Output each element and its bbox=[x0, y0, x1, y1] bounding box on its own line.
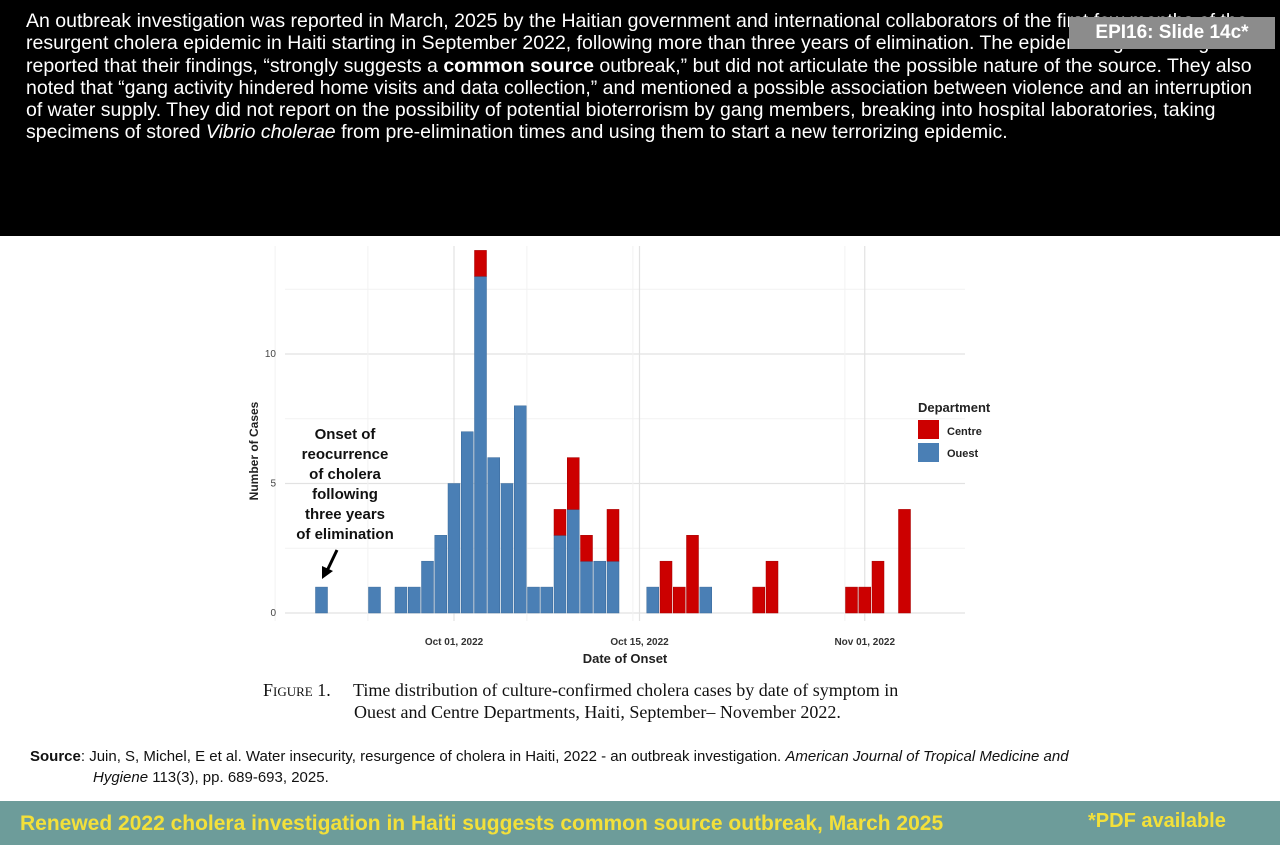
onset-annotation: Onset of reocurrence of cholera following th… bbox=[296, 426, 394, 543]
bar-ouest bbox=[699, 586, 712, 614]
x-tick-labels: Oct 01, 2022 Oct 15, 2022 Nov 01, 2022 bbox=[425, 637, 896, 648]
source-line-2: Hygiene 113(3), pp. 689-693, 2025. bbox=[30, 767, 1250, 788]
header-banner: An outbreak investigation was reported i… bbox=[0, 0, 1280, 236]
annotation-line: of cholera bbox=[309, 466, 381, 483]
legend-title: Department bbox=[918, 400, 991, 415]
source-label: Source bbox=[30, 748, 81, 765]
source-text: : Juin, S, Michel, E et al. Water insecu… bbox=[80, 748, 786, 765]
y-tick-labels: 0 5 10 bbox=[265, 349, 277, 619]
epidemic-curve-chart: 0 5 10 Oct 01, 2022 Oct 15, 2022 Nov 01, 202… bbox=[247, 246, 991, 666]
bar-ouest bbox=[646, 586, 659, 614]
caption-line-1: Time distribution of culture-confirmed c… bbox=[353, 680, 899, 700]
annotation-line: reocurrence bbox=[302, 446, 389, 463]
bar-centre bbox=[580, 535, 593, 562]
intro-text-part-2: outbreak,” but did not articulate the po… bbox=[26, 54, 1253, 144]
source-journal: American Journal of Tropical Medicine an… bbox=[785, 748, 1069, 765]
bar-centre bbox=[567, 457, 580, 510]
bar-ouest bbox=[487, 457, 500, 614]
legend-swatch-ouest bbox=[918, 443, 939, 462]
legend-label-ouest: Ouest bbox=[947, 448, 979, 460]
chart-legend: Department Centre Ouest bbox=[918, 400, 991, 462]
caption-line-2: Ouest and Centre Departments, Haiti, Sep… bbox=[354, 702, 841, 722]
bar-centre bbox=[752, 586, 765, 614]
y-tick-label: 0 bbox=[270, 608, 276, 619]
footer-banner: Renewed 2022 cholera investigation in Ha… bbox=[0, 801, 1280, 845]
bar-ouest bbox=[593, 560, 606, 614]
bar-ouest bbox=[474, 276, 487, 614]
bar-ouest bbox=[434, 535, 447, 614]
intro-text-part-3: from pre-elimination times and using the… bbox=[335, 121, 1008, 144]
bar-ouest bbox=[394, 586, 408, 614]
annotation-line: following bbox=[312, 486, 378, 503]
bar-ouest bbox=[553, 535, 567, 614]
bar-ouest bbox=[421, 560, 434, 614]
bar-centre bbox=[845, 586, 858, 614]
chart-grid bbox=[274, 246, 965, 621]
source-citation: Source: Juin, S, Michel, E et al. Water … bbox=[30, 746, 1250, 788]
bar-ouest bbox=[527, 586, 540, 614]
bar-ouest bbox=[514, 405, 527, 614]
bar-ouest bbox=[567, 509, 580, 614]
slide-tag: EPI16: Slide 14c* bbox=[1069, 17, 1275, 49]
bar-centre bbox=[673, 586, 686, 614]
bar-ouest bbox=[408, 586, 421, 614]
legend-swatch-centre bbox=[918, 420, 939, 439]
source-journal-cont: Hygiene bbox=[93, 769, 149, 786]
bar-ouest bbox=[315, 586, 328, 614]
bar-centre bbox=[474, 250, 487, 277]
bar-ouest bbox=[500, 483, 514, 614]
onset-arrow bbox=[322, 549, 339, 579]
chart-bars bbox=[315, 250, 911, 614]
annotation-line: Onset of bbox=[315, 426, 377, 443]
annotation-line: three years bbox=[305, 506, 385, 523]
bar-ouest bbox=[540, 586, 553, 614]
intro-text: An outbreak investigation was reported i… bbox=[26, 10, 1271, 144]
y-tick-label: 10 bbox=[265, 349, 277, 360]
figure-label: Figure 1. bbox=[263, 680, 331, 700]
bar-centre bbox=[898, 509, 911, 614]
footer-title: Renewed 2022 cholera investigation in Ha… bbox=[20, 812, 944, 835]
bar-centre bbox=[553, 509, 567, 536]
figure-caption: Figure 1. Time distribution of culture-co… bbox=[263, 679, 1023, 723]
intro-emphasis: common source bbox=[443, 54, 594, 77]
bar-centre bbox=[871, 560, 885, 614]
bar-centre bbox=[858, 586, 871, 614]
bar-centre bbox=[659, 560, 673, 614]
intro-text-part-1: An outbreak investigation was reported i… bbox=[26, 10, 1253, 77]
bar-ouest bbox=[580, 560, 593, 614]
bar-ouest bbox=[461, 431, 474, 614]
intro-species-name: Vibrio cholerae bbox=[205, 121, 336, 144]
bar-ouest bbox=[368, 586, 381, 614]
bar-ouest bbox=[606, 560, 620, 614]
y-tick-label: 5 bbox=[270, 479, 276, 490]
bar-ouest bbox=[447, 483, 461, 614]
x-tick-label: Nov 01, 2022 bbox=[834, 637, 895, 648]
legend-label-centre: Centre bbox=[947, 426, 982, 438]
x-tick-label: Oct 15, 2022 bbox=[610, 637, 669, 648]
pdf-available-note: *PDF available bbox=[1088, 810, 1226, 832]
x-tick-label: Oct 01, 2022 bbox=[425, 637, 484, 648]
x-axis-label: Date of Onset bbox=[583, 651, 668, 666]
source-details: 113(3), pp. 689-693, 2025. bbox=[148, 769, 329, 786]
bar-centre bbox=[765, 560, 779, 614]
bar-centre bbox=[606, 509, 620, 562]
bar-centre bbox=[686, 535, 699, 614]
annotation-line: of elimination bbox=[296, 526, 394, 543]
y-axis-label: Number of Cases bbox=[247, 401, 261, 500]
